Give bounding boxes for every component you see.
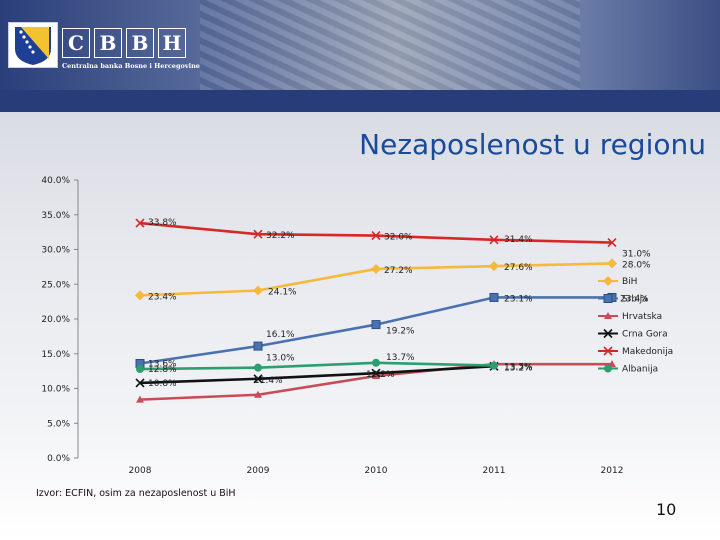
x-tick-label: 2010: [365, 466, 388, 476]
data-point: [371, 263, 381, 274]
y-tick-label: 30.0%: [41, 246, 70, 256]
logo-letter: H: [158, 28, 186, 58]
x-tick-label: 2012: [601, 466, 624, 476]
y-tick-label: 5.0%: [47, 419, 70, 429]
data-label: 10.8%: [148, 379, 177, 389]
data-point: [253, 374, 263, 384]
data-label: 31.0%: [622, 250, 651, 260]
legend-marker: [603, 346, 613, 356]
logo-wordmark: C B B H: [62, 28, 186, 58]
data-label: 13.7%: [386, 353, 415, 363]
data-label: 24.1%: [268, 288, 297, 298]
data-point: [489, 261, 499, 272]
series-line: [139, 364, 495, 385]
data-label: 23.4%: [148, 292, 177, 302]
legend-label: Albanija: [622, 365, 658, 375]
header-band: [0, 90, 720, 112]
header-banner: C B B H Centralna banka Bosne i Hercegov…: [0, 0, 720, 90]
series-line: [139, 221, 613, 244]
data-point: [371, 231, 381, 241]
data-point: [607, 258, 617, 269]
y-tick-label: 0.0%: [47, 454, 70, 464]
data-label: 19.2%: [386, 327, 415, 337]
y-tick-label: 25.0%: [41, 280, 70, 290]
y-tick-label: 40.0%: [41, 176, 70, 186]
data-label: 27.2%: [384, 266, 413, 276]
data-label: 13.0%: [266, 354, 295, 364]
data-label: 32.0%: [384, 233, 413, 243]
data-point: [371, 320, 381, 330]
data-point: [135, 290, 145, 301]
data-label: 12.2%: [366, 370, 395, 380]
series-line: [139, 296, 612, 365]
y-tick-label: 35.0%: [41, 211, 70, 221]
banknote-background: [200, 0, 580, 90]
legend-label: Makedonija: [622, 347, 673, 357]
data-point: [489, 235, 499, 245]
y-tick-label: 20.0%: [41, 315, 70, 325]
page-number: 10: [656, 500, 677, 519]
data-label: 23.4%: [620, 294, 649, 304]
source-footnote: Izvor: ECFIN, osim za nezaposlenost u Bi…: [36, 488, 236, 499]
legend-label: BiH: [622, 277, 637, 287]
data-label: 33.8%: [148, 218, 177, 228]
y-tick-label: 15.0%: [41, 350, 70, 360]
data-label: 28.0%: [622, 260, 651, 270]
data-label: 13.6%: [148, 359, 177, 369]
legend-label: Srbija: [622, 295, 648, 305]
coat-of-arms-icon: [8, 22, 58, 68]
x-tick-label: 2011: [483, 466, 506, 476]
data-label: 12.8%: [148, 365, 177, 375]
slide-background: [0, 112, 720, 540]
data-label: 23.1%: [504, 294, 533, 304]
x-tick-label: 2009: [247, 466, 270, 476]
data-point: [372, 371, 380, 379]
x-tick-label: 2008: [129, 466, 152, 476]
data-label: 27.6%: [504, 263, 533, 273]
data-point: [135, 218, 145, 228]
legend-marker: [603, 276, 613, 286]
data-point: [372, 358, 380, 367]
series-line: [139, 361, 495, 371]
data-point: [253, 341, 263, 351]
logo-letter: C: [62, 28, 90, 58]
legend-label: Crna Gora: [622, 330, 668, 340]
data-label: 13.3%: [504, 363, 533, 373]
legend-marker: [604, 312, 612, 319]
data-point: [136, 395, 144, 403]
data-label: 16.1%: [266, 330, 295, 340]
data-label: 31.4%: [504, 235, 533, 245]
data-label: 32.2%: [266, 231, 295, 241]
slide-title: Nezaposlenost u regionu: [359, 128, 706, 161]
legend-marker: [604, 364, 612, 373]
data-point: [253, 285, 263, 296]
data-point: [490, 361, 498, 370]
data-label: 13.2%: [504, 363, 533, 373]
logo-letter: B: [126, 28, 154, 58]
logo-subtitle: Centralna banka Bosne i Hercegovine: [62, 62, 200, 70]
data-point: [253, 229, 263, 239]
y-tick-label: 10.0%: [41, 385, 70, 395]
data-point: [254, 390, 262, 398]
legend-marker: [603, 328, 613, 339]
legend-label: Hrvatska: [622, 312, 662, 322]
data-point: [371, 368, 381, 378]
data-point: [607, 237, 617, 248]
data-point: [254, 363, 262, 372]
data-point: [135, 378, 145, 388]
data-label: 11.4%: [254, 376, 283, 386]
data-point: [489, 292, 499, 302]
legend-marker: [603, 294, 613, 303]
logo-letter: B: [94, 28, 122, 58]
data-point: [136, 365, 144, 374]
